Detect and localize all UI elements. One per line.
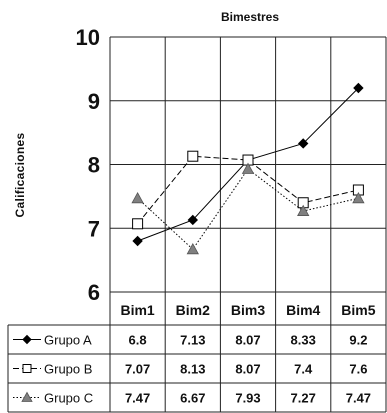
legend-key-marker	[21, 391, 33, 402]
data-point	[297, 138, 309, 149]
grid-layer	[7, 36, 387, 413]
data-label: 7.27	[291, 391, 316, 406]
y-tick-labels: 6 7 8 9 10	[76, 25, 100, 305]
x-tick-label: Bim2	[176, 302, 210, 318]
series-name: Grupo B	[44, 362, 92, 377]
data-label: 7.47	[346, 391, 371, 406]
data-point	[187, 150, 199, 162]
series-name: Grupo C	[44, 391, 93, 406]
y-axis-label: Calificaciones	[13, 133, 27, 218]
data-point	[297, 204, 310, 216]
data-label: 8.07	[235, 333, 260, 348]
x-tick-label: Bim3	[231, 302, 265, 318]
data-label: 7.07	[125, 362, 150, 377]
data-label: 7.13	[180, 333, 205, 348]
data-label: 7.93	[235, 391, 260, 406]
data-point	[187, 214, 199, 226]
series-layer	[131, 82, 365, 255]
legend-key-marker	[22, 364, 32, 373]
series-line-2	[137, 155, 359, 225]
data-label: 8.13	[180, 362, 205, 377]
data-label: 7.6	[349, 362, 367, 377]
data-label: 7.47	[125, 391, 150, 406]
series-line-3	[137, 168, 359, 251]
data-label: 6.8	[129, 333, 147, 348]
y-tick-label: 10	[76, 25, 100, 50]
data-table: Bim1 Bim2 Bim3 Bim4 Bim5 Grupo A 6.8 7.13 8.07 8.…	[13, 302, 376, 406]
y-tick-label: 9	[88, 89, 100, 114]
data-point	[241, 162, 255, 174]
data-label: 8.07	[235, 362, 260, 377]
data-point	[353, 82, 364, 94]
series-name: Grupo A	[44, 333, 92, 348]
data-label: 8.33	[291, 333, 316, 348]
data-label: 9.2	[349, 333, 367, 348]
data-point	[131, 191, 144, 204]
x-tick-label: Bim5	[341, 302, 375, 318]
chart-title: Bimestres	[221, 10, 279, 24]
data-point	[186, 242, 199, 255]
data-label: 6.67	[180, 391, 205, 406]
data-point	[132, 218, 144, 230]
data-point	[132, 235, 143, 247]
x-tick-label: Bim1	[120, 302, 154, 318]
y-tick-label: 6	[88, 280, 100, 305]
x-tick-label: Bim4	[286, 302, 320, 318]
data-point	[352, 191, 365, 204]
legend-key-marker	[22, 334, 32, 345]
y-tick-label: 7	[88, 216, 100, 241]
data-label: 7.4	[294, 362, 313, 377]
y-tick-label: 8	[88, 153, 100, 178]
